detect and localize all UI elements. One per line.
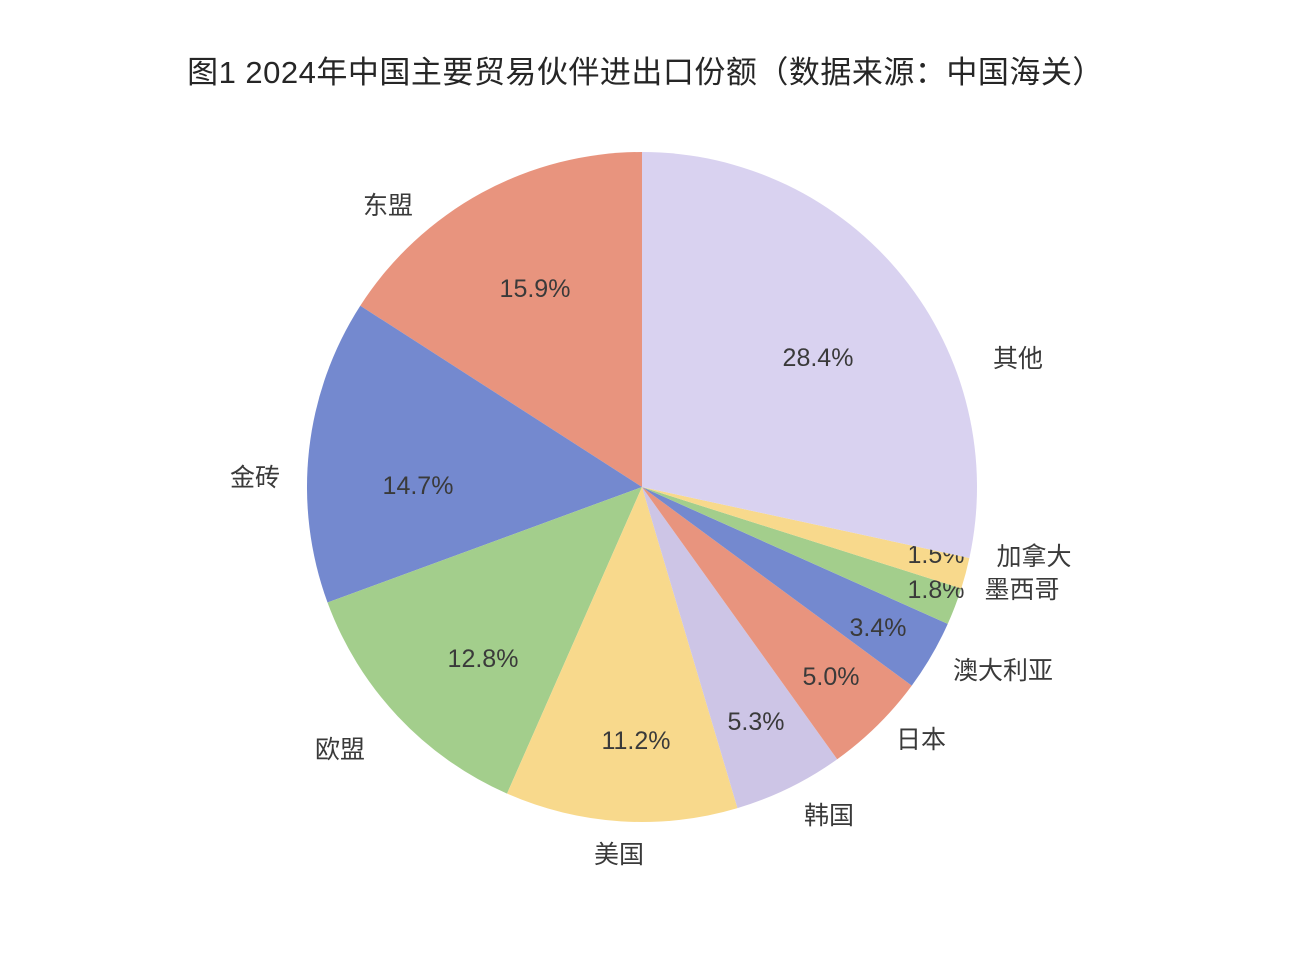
- name-label-brics: 金砖: [230, 464, 280, 492]
- pie-slice-mexico: [642, 487, 962, 624]
- pie-slice-eu: [327, 487, 642, 794]
- name-label-eu: 欧盟: [315, 736, 365, 764]
- pie-slice-canada: [642, 487, 970, 589]
- name-label-other: 其他: [993, 345, 1043, 373]
- name-label-south-korea: 韩国: [804, 802, 854, 830]
- pie-slice-usa: [507, 487, 738, 822]
- pie-slice-australia: [642, 487, 948, 686]
- name-label-usa: 美国: [594, 841, 644, 869]
- name-label-japan: 日本: [896, 726, 946, 754]
- pct-label-eu: 12.8%: [448, 645, 519, 673]
- chart-title: 图1 2024年中国主要贸易伙伴进出口份额（数据来源：中国海关）: [187, 55, 1104, 90]
- pie-slice-other: [642, 152, 977, 559]
- pie-slice-south-korea: [642, 487, 838, 809]
- pie-slice-asean: [360, 152, 642, 487]
- name-label-asean: 东盟: [363, 192, 413, 220]
- pie-slice-brics: [306, 305, 642, 603]
- pct-label-other: 28.4%: [783, 344, 854, 372]
- pie-slice-japan: [642, 487, 912, 760]
- name-label-mexico: 墨西哥: [984, 576, 1059, 604]
- pct-label-australia: 3.4%: [850, 614, 907, 642]
- pct-label-south-korea: 5.3%: [728, 708, 785, 736]
- name-label-australia: 澳大利亚: [953, 657, 1053, 685]
- pct-label-brics: 14.7%: [383, 472, 454, 500]
- pct-label-japan: 5.0%: [803, 663, 860, 691]
- name-label-canada: 加拿大: [996, 543, 1071, 571]
- pct-label-asean: 15.9%: [500, 275, 571, 303]
- pct-label-usa: 11.2%: [601, 727, 670, 755]
